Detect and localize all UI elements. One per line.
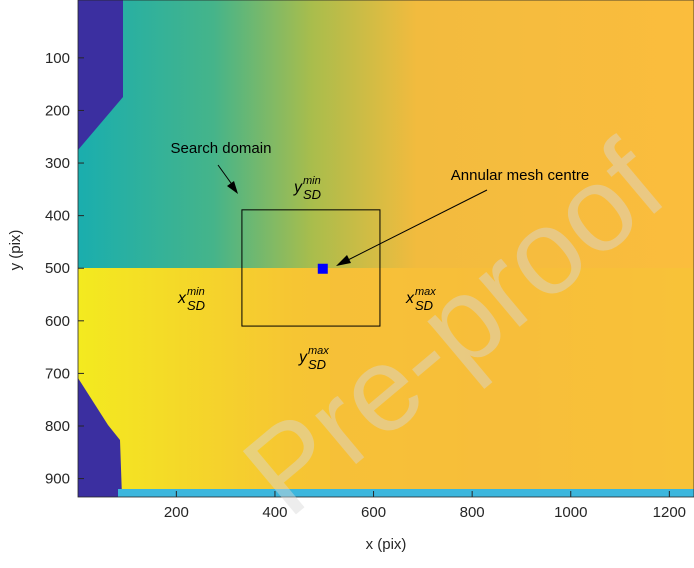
bottom-strip [118, 489, 694, 497]
mask-top-left [78, 0, 123, 150]
field-right [330, 268, 694, 497]
bound-sup: max [308, 345, 329, 357]
arrow [341, 189, 488, 264]
bound-sub: SD [308, 357, 326, 372]
bound-letter: y [293, 179, 303, 196]
x-tick-label: 600 [361, 504, 386, 521]
y-tick-label: 100 [45, 50, 70, 67]
y-tick-label: 900 [45, 471, 70, 488]
x-tick-label: 800 [460, 504, 485, 521]
y-tick-label: 600 [45, 313, 70, 330]
axes-box [77, 0, 694, 498]
bound-sup: min [187, 286, 205, 298]
search-domain [241, 209, 381, 327]
image-field [78, 0, 694, 497]
y-tick-label: 300 [45, 155, 70, 172]
bound-letter: y [298, 349, 308, 366]
y-tick-label: 700 [45, 365, 70, 382]
bound-sup: min [303, 175, 321, 187]
y-tick-label: 800 [45, 418, 70, 435]
x-tick-label: 1000 [554, 504, 587, 521]
arrow-head [336, 255, 351, 266]
bound-sub: SD [303, 187, 321, 202]
field-upper [78, 0, 694, 268]
arrow-head [227, 181, 238, 194]
bound-sub: SD [187, 298, 205, 313]
x-tick-label: 1200 [653, 504, 686, 521]
search-domain-label: Search domain [171, 140, 272, 157]
bound-sub: SD [415, 298, 433, 313]
x-tick-label: 200 [164, 504, 189, 521]
y-tick-label: 500 [45, 260, 70, 277]
bound-letter: x [405, 290, 415, 307]
mesh-centre [317, 263, 328, 274]
y-tick-label: 200 [45, 102, 70, 119]
x-axis-label: x (pix) [366, 536, 407, 553]
mask-bottom-left [78, 378, 122, 497]
x-tick-label: 400 [262, 504, 287, 521]
y-axis-label: y (pix) [7, 230, 24, 271]
bound-letter: x [177, 290, 187, 307]
mesh-centre-label: Annular mesh centre [451, 167, 589, 184]
y-tick-label: 400 [45, 208, 70, 225]
bound-sup: max [415, 286, 436, 298]
